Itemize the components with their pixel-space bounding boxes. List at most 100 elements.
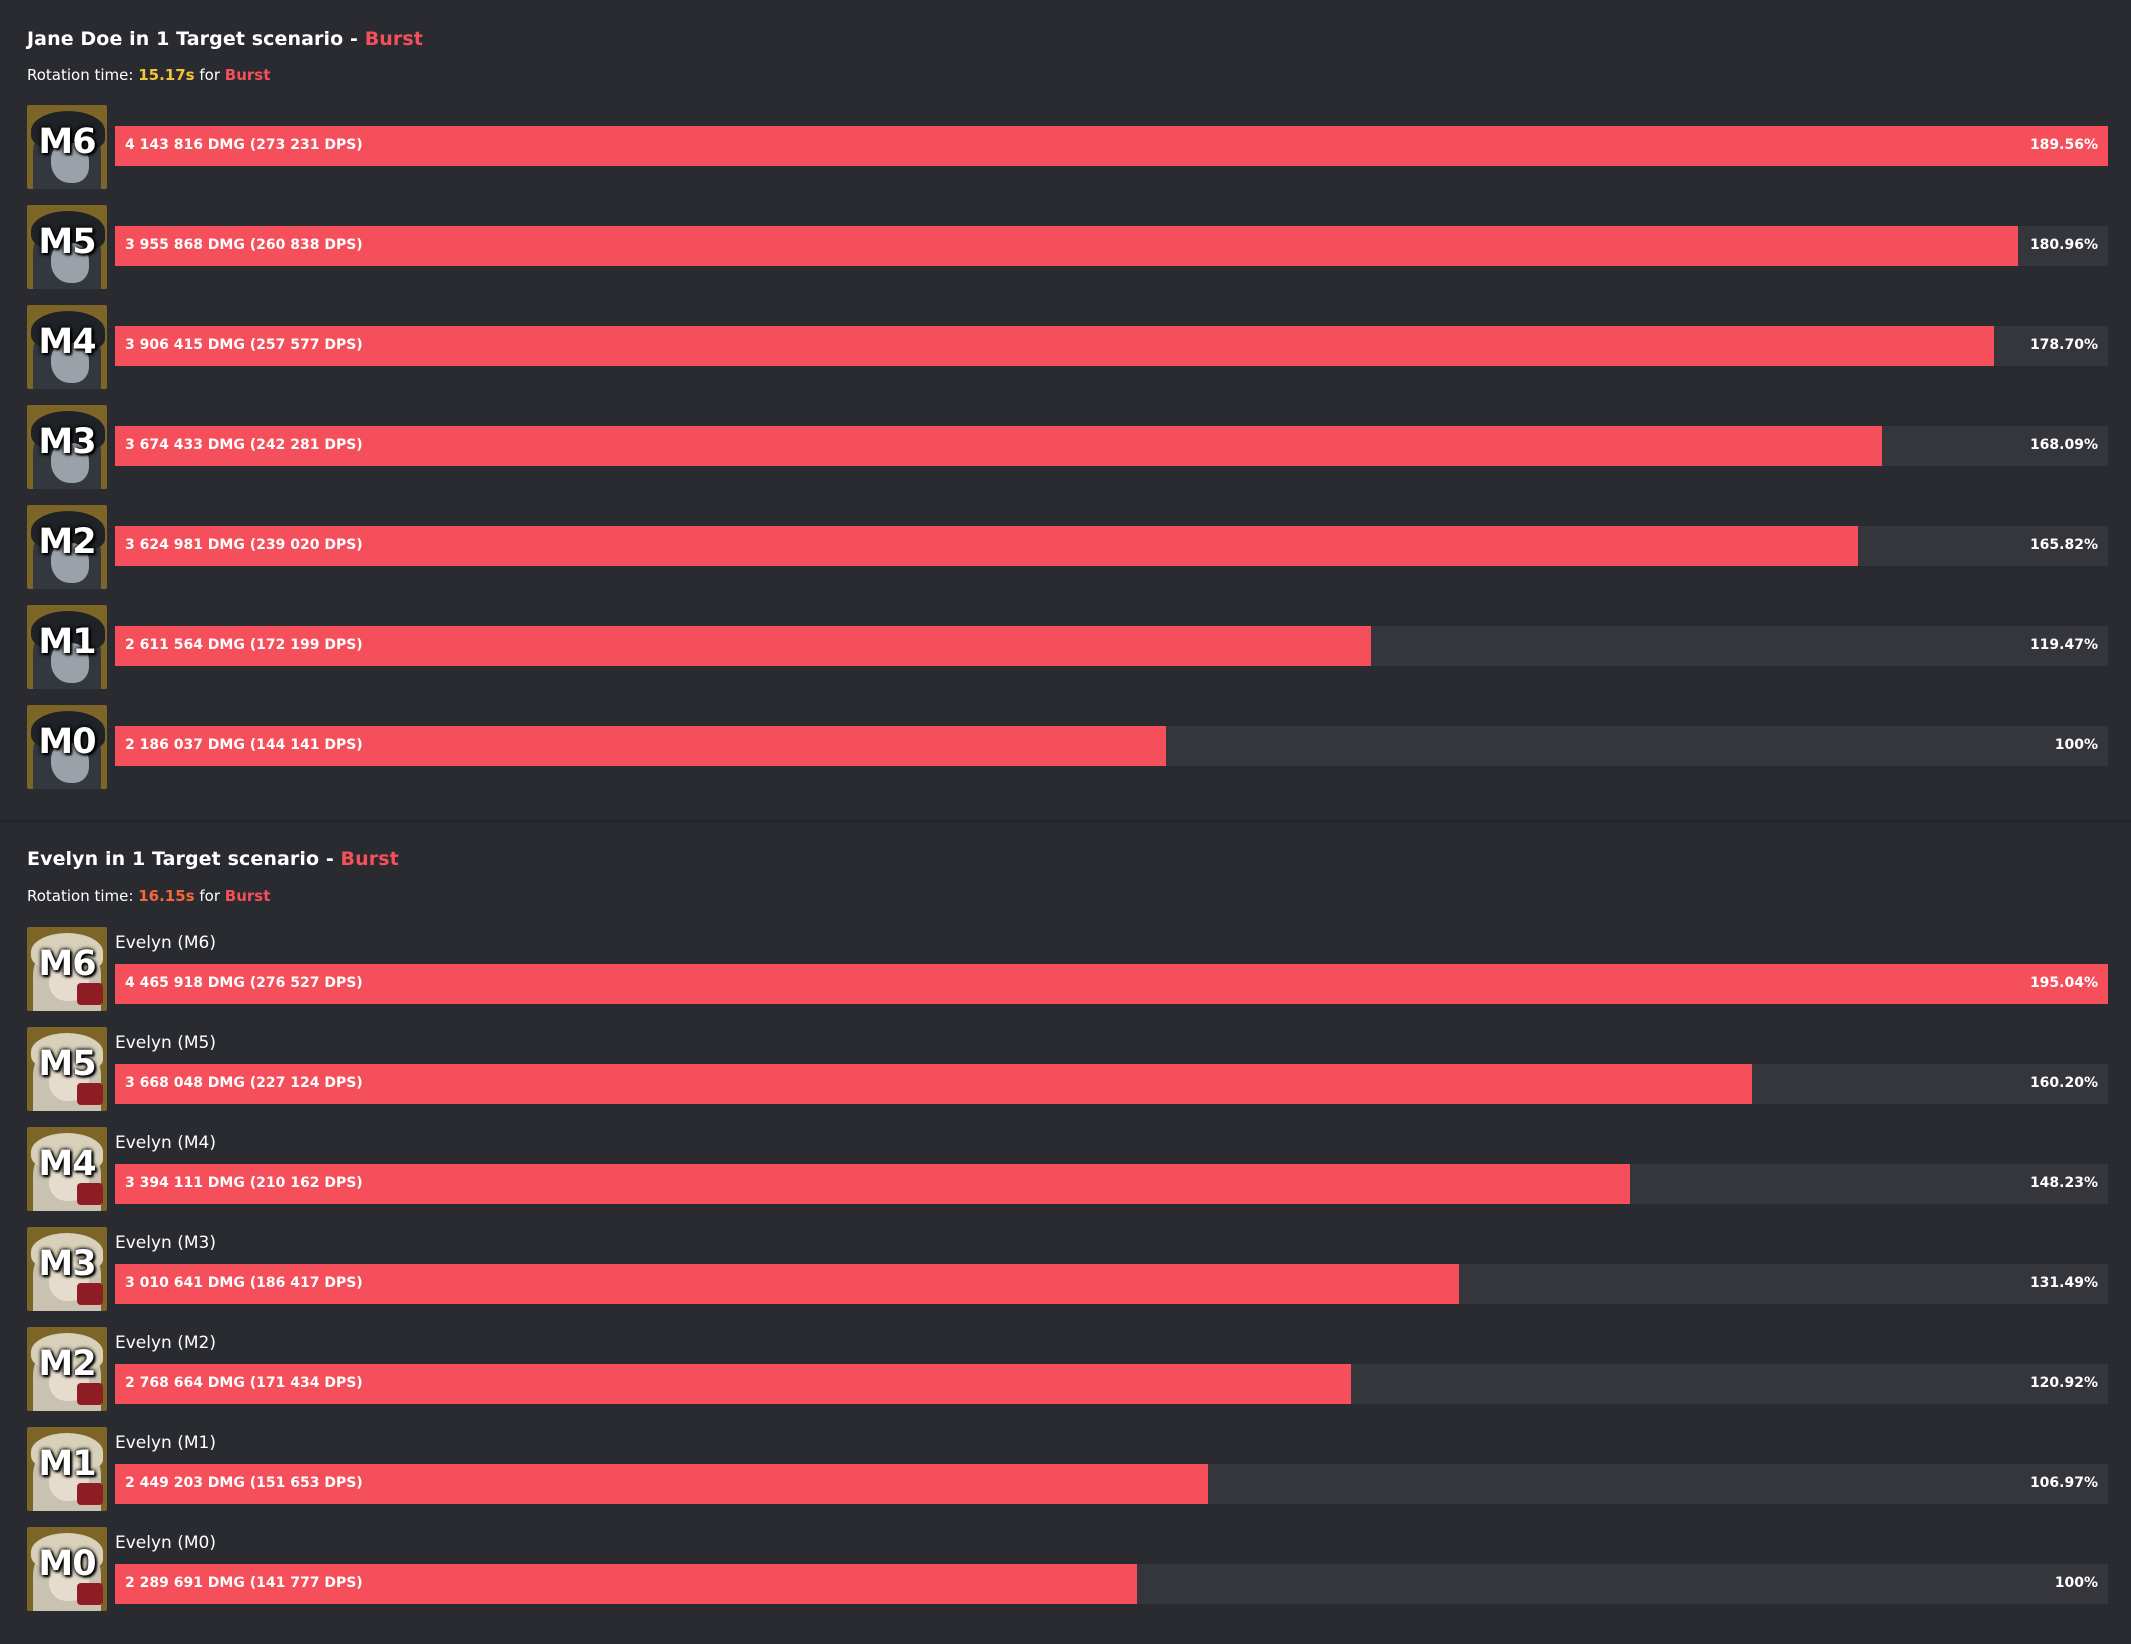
evelyn-portrait-icon: M6 <box>27 927 107 1011</box>
mode-label: Burst <box>340 848 399 870</box>
bar-fill <box>115 526 1859 566</box>
evelyn-portrait-icon: M1 <box>27 1427 107 1511</box>
bar-fill <box>115 1064 1752 1104</box>
mindscape-label: M4 <box>38 322 96 362</box>
evelyn-portrait-icon: M0 <box>27 1527 107 1611</box>
jane-doe-portrait-icon: M6 <box>27 105 107 189</box>
mindscape-label: M6 <box>38 122 96 162</box>
damage-text: 3 955 868 DMG (260 838 DPS) <box>125 237 363 253</box>
bar-fill <box>115 1164 1630 1204</box>
percent-text: 165.82% <box>2029 537 2098 553</box>
percent-text: 120.92% <box>2029 1375 2098 1391</box>
bar-fill <box>115 964 2108 1004</box>
percent-text: 148.23% <box>2029 1175 2098 1191</box>
row-name: Evelyn (M1) <box>115 1433 216 1453</box>
mode-label: Burst <box>364 28 423 50</box>
jane-doe-portrait-icon: M4 <box>27 305 107 389</box>
mindscape-label: M2 <box>38 522 96 562</box>
jane-doe-portrait-icon: M0 <box>27 705 107 789</box>
mindscape-label: M1 <box>38 1444 96 1484</box>
row-name: Evelyn (M4) <box>115 1133 216 1153</box>
mindscape-label: M0 <box>38 722 96 762</box>
evelyn-section: Evelyn in 1 Target scenario - Burst Rota… <box>0 820 2131 1644</box>
damage-text: 3 906 415 DMG (257 577 DPS) <box>125 337 363 353</box>
percent-text: 180.96% <box>2029 237 2098 253</box>
bar-row: M4 Evelyn (M4) 3 394 111 DMG (210 162 DPS)… <box>0 1127 2131 1212</box>
damage-text: 2 611 564 DMG (172 199 DPS) <box>125 637 363 653</box>
bar-fill <box>115 126 2108 166</box>
damage-text: 3 668 048 DMG (227 124 DPS) <box>125 1075 363 1091</box>
percent-text: 178.70% <box>2029 337 2098 353</box>
percent-text: 100% <box>2054 737 2098 753</box>
damage-text: 3 674 433 DMG (242 281 DPS) <box>125 437 363 453</box>
bar-track: 3 010 641 DMG (186 417 DPS) 131.49% <box>115 1264 2108 1304</box>
jane-doe-portrait-icon: M2 <box>27 505 107 589</box>
damage-text: 2 768 664 DMG (171 434 DPS) <box>125 1375 363 1391</box>
evelyn-portrait-icon: M2 <box>27 1327 107 1411</box>
percent-text: 119.47% <box>2029 637 2098 653</box>
mindscape-label: M5 <box>38 222 96 262</box>
jane-doe-portrait-icon: M5 <box>27 205 107 289</box>
rotation-mode: Burst <box>224 66 271 84</box>
bar-row: M2 Evelyn (M2) 2 768 664 DMG (171 434 DPS)… <box>0 1327 2131 1412</box>
damage-text: 3 624 981 DMG (239 020 DPS) <box>125 537 363 553</box>
bar-row: M6 Evelyn (M6) 4 465 918 DMG (276 527 DPS)… <box>0 927 2131 1012</box>
mindscape-label: M2 <box>38 1344 96 1384</box>
percent-text: 189.56% <box>2029 137 2098 153</box>
row-name: Evelyn (M5) <box>115 1033 216 1053</box>
rotation-mode: Burst <box>224 887 271 905</box>
jane-doe-section: Jane Doe in 1 Target scenario - Burst Ro… <box>0 0 2131 820</box>
jane-doe-portrait-icon: M1 <box>27 605 107 689</box>
rotation-time-line: Rotation time: 16.15s for Burst <box>27 887 271 905</box>
bar-track: 3 624 981 DMG (239 020 DPS) 165.82% <box>115 526 2108 566</box>
percent-text: 131.49% <box>2029 1275 2098 1291</box>
row-name: Evelyn (M0) <box>115 1533 216 1553</box>
bar-track: 2 611 564 DMG (172 199 DPS) 119.47% <box>115 626 2108 666</box>
bar-row: M0 Evelyn (M0) 2 289 691 DMG (141 777 DPS)… <box>0 1527 2131 1612</box>
percent-text: 100% <box>2054 1575 2098 1591</box>
percent-text: 195.04% <box>2029 975 2098 991</box>
bar-row: M1 Evelyn (M1) 2 449 203 DMG (151 653 DPS)… <box>0 1427 2131 1512</box>
bar-fill <box>115 426 1883 466</box>
row-name: Evelyn (M2) <box>115 1333 216 1353</box>
mindscape-label: M5 <box>38 1044 96 1084</box>
bar-track: 2 449 203 DMG (151 653 DPS) 106.97% <box>115 1464 2108 1504</box>
bar-track: 3 394 111 DMG (210 162 DPS) 148.23% <box>115 1164 2108 1204</box>
bar-fill <box>115 1464 1209 1504</box>
bar-fill <box>115 626 1372 666</box>
bar-row: M4 3 906 415 DMG (257 577 DPS) 178.70% <box>0 305 2131 390</box>
evelyn-portrait-icon: M4 <box>27 1127 107 1211</box>
bar-fill <box>115 1564 1137 1604</box>
percent-text: 160.20% <box>2029 1075 2098 1091</box>
bar-fill <box>115 326 1994 366</box>
bar-row: M1 2 611 564 DMG (172 199 DPS) 119.47% <box>0 605 2131 690</box>
mindscape-label: M1 <box>38 622 96 662</box>
percent-text: 168.09% <box>2029 437 2098 453</box>
damage-text: 3 394 111 DMG (210 162 DPS) <box>125 1175 363 1191</box>
evelyn-portrait-icon: M5 <box>27 1027 107 1111</box>
bar-row: M5 3 955 868 DMG (260 838 DPS) 180.96% <box>0 205 2131 290</box>
bar-fill <box>115 1264 1459 1304</box>
bar-fill <box>115 726 1167 766</box>
row-name: Evelyn (M3) <box>115 1233 216 1253</box>
mindscape-label: M4 <box>38 1144 96 1184</box>
bar-row: M3 Evelyn (M3) 3 010 641 DMG (186 417 DPS)… <box>0 1227 2131 1312</box>
bar-track: 2 186 037 DMG (144 141 DPS) 100% <box>115 726 2108 766</box>
damage-text: 2 449 203 DMG (151 653 DPS) <box>125 1475 363 1491</box>
mindscape-label: M3 <box>38 422 96 462</box>
bar-track: 2 768 664 DMG (171 434 DPS) 120.92% <box>115 1364 2108 1404</box>
bar-row: M5 Evelyn (M5) 3 668 048 DMG (227 124 DPS)… <box>0 1027 2131 1112</box>
bar-track: 3 906 415 DMG (257 577 DPS) 178.70% <box>115 326 2108 366</box>
row-name: Evelyn (M6) <box>115 933 216 953</box>
damage-text: 3 010 641 DMG (186 417 DPS) <box>125 1275 363 1291</box>
bar-track: 2 289 691 DMG (141 777 DPS) 100% <box>115 1564 2108 1604</box>
evelyn-portrait-icon: M3 <box>27 1227 107 1311</box>
section-title: Jane Doe in 1 Target scenario - Burst <box>27 28 423 50</box>
bar-track: 3 955 868 DMG (260 838 DPS) 180.96% <box>115 226 2108 266</box>
jane-doe-portrait-icon: M3 <box>27 405 107 489</box>
damage-text: 2 289 691 DMG (141 777 DPS) <box>125 1575 363 1591</box>
damage-text: 4 465 918 DMG (276 527 DPS) <box>125 975 363 991</box>
rotation-time-value: 16.15s <box>138 887 195 905</box>
bar-track: 3 674 433 DMG (242 281 DPS) 168.09% <box>115 426 2108 466</box>
mindscape-label: M6 <box>38 944 96 984</box>
